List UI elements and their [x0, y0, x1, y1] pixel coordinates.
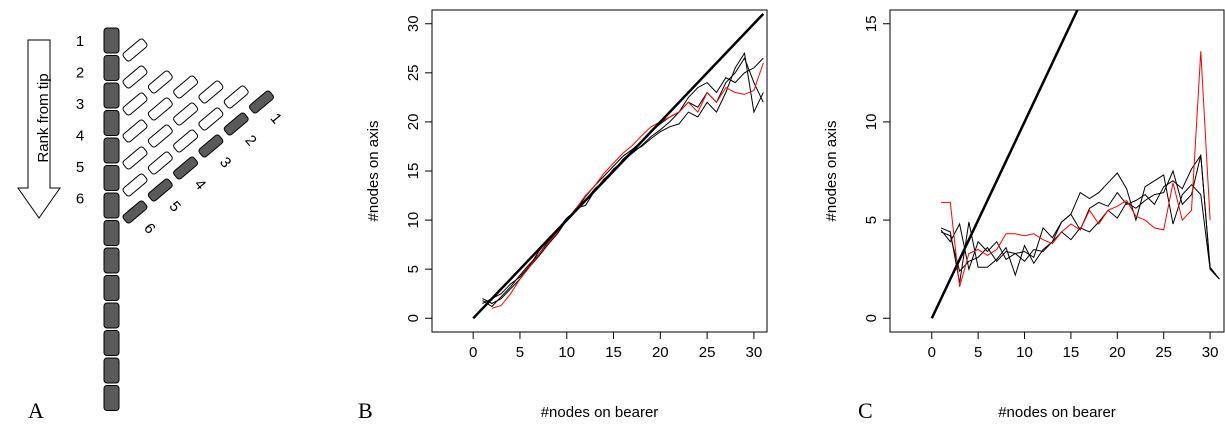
x-tick-label: 10	[1016, 344, 1033, 361]
panel-label: C	[858, 398, 873, 423]
x-tick-label: 20	[652, 344, 669, 361]
y-tick-label: 0	[863, 314, 880, 322]
series-line	[482, 57, 764, 304]
leaf	[147, 124, 173, 148]
series-line	[472, 13, 765, 320]
leaf	[173, 129, 199, 153]
leaf-label: 3	[216, 154, 234, 171]
y-tick-label: 5	[863, 216, 880, 224]
leaf	[223, 85, 249, 109]
stem-node	[103, 275, 120, 301]
leaf	[147, 151, 173, 175]
y-tick-label: 10	[405, 212, 422, 229]
y-tick-label: 25	[405, 64, 422, 81]
series-line	[941, 51, 1211, 287]
y-tick-label: 0	[405, 314, 422, 322]
y-tick-label: 5	[405, 265, 422, 273]
stem-node	[103, 110, 120, 136]
plot-area	[930, 10, 1220, 319]
rank-label: 6	[76, 190, 84, 207]
x-tick-label: 0	[928, 344, 936, 361]
x-tick-label: 0	[469, 344, 477, 361]
stem-node	[103, 82, 120, 109]
y-tick-label: 15	[863, 15, 880, 32]
plot-area	[472, 13, 765, 320]
x-tick-label: 5	[974, 344, 982, 361]
series-line	[940, 155, 1220, 280]
series-line	[940, 172, 1220, 283]
y-tick-label: 10	[863, 114, 880, 131]
stem-node	[103, 55, 120, 81]
series-line	[930, 10, 1079, 319]
stem-node	[103, 357, 120, 384]
series-line	[940, 153, 1220, 280]
stem-node	[103, 247, 120, 274]
stem-node	[103, 27, 120, 54]
x-tick-label: 30	[1202, 344, 1219, 361]
rank-label: 2	[76, 64, 84, 81]
leaf	[122, 200, 148, 224]
stem-node	[103, 302, 120, 329]
rank-arrow	[17, 39, 61, 219]
leaf	[122, 119, 148, 143]
y-tick-label: 15	[405, 163, 422, 180]
leaf	[122, 38, 148, 62]
y-tick-label: 30	[405, 15, 422, 32]
stem-node	[103, 330, 120, 356]
plot-box	[431, 9, 768, 333]
x-tick-label: 25	[1155, 344, 1172, 361]
rank-label: 4	[76, 127, 84, 144]
leaf	[147, 178, 173, 202]
x-tick-label: 25	[699, 344, 716, 361]
leaf	[198, 107, 224, 131]
leaf	[147, 70, 173, 94]
leaf	[173, 156, 199, 180]
stem-node	[103, 165, 120, 191]
panel-label: B	[358, 398, 373, 423]
leaf	[122, 92, 148, 116]
stem-node	[103, 137, 120, 164]
leaf	[147, 97, 173, 121]
panel-label: A	[28, 398, 44, 423]
plot-box	[889, 9, 1225, 333]
leaf-label: 6	[140, 220, 158, 237]
x-tick-label: 15	[605, 344, 622, 361]
leaf	[122, 146, 148, 170]
x-tick-label: 20	[1109, 344, 1126, 361]
series-line	[491, 62, 764, 309]
x-tick-label: 15	[1063, 344, 1080, 361]
y-axis-label: #nodes on axis	[823, 121, 840, 222]
leaf	[122, 65, 148, 89]
leaf	[173, 102, 199, 126]
leaf-label: 2	[241, 132, 259, 149]
x-tick-label: 10	[558, 344, 575, 361]
x-axis-label: #nodes on bearer	[998, 404, 1116, 421]
rank-label: 5	[76, 159, 84, 176]
arrow-label: Rank from tip	[35, 73, 52, 162]
x-tick-label: 5	[516, 344, 524, 361]
leaf	[122, 173, 148, 197]
leaf	[223, 112, 249, 136]
leaf-label: 1	[267, 110, 285, 127]
x-axis-label: #nodes on bearer	[541, 404, 659, 421]
leaf	[198, 134, 224, 158]
stem-node	[103, 220, 120, 246]
leaf-label: 4	[191, 176, 209, 193]
leaf-label: 5	[166, 198, 184, 215]
y-axis-label: #nodes on axis	[365, 121, 382, 222]
leaf	[198, 80, 224, 104]
rank-label: 1	[76, 33, 84, 50]
leaf	[249, 90, 274, 114]
x-tick-label: 30	[746, 344, 763, 361]
stem-node	[103, 192, 120, 219]
rank-label: 3	[76, 96, 84, 113]
stem-node	[103, 385, 120, 411]
series-line	[482, 51, 764, 308]
leaf	[173, 75, 199, 99]
y-tick-label: 20	[405, 114, 422, 131]
